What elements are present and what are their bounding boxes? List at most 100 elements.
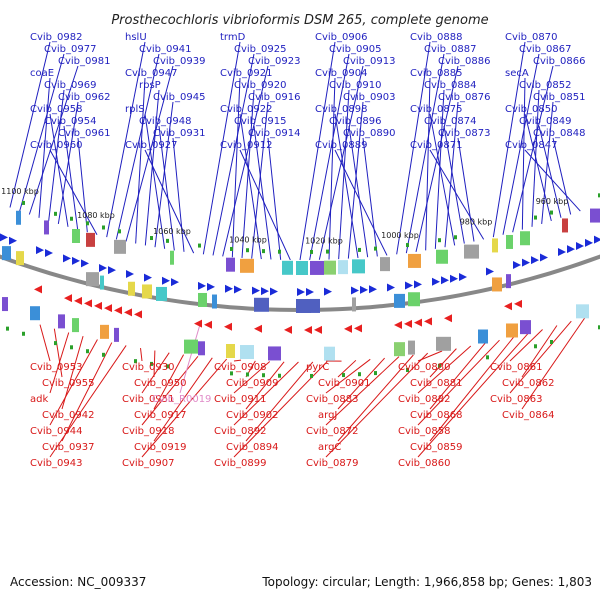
feature-marker [358,372,361,377]
top-gene-label: Cvib_0904 [315,68,367,79]
coordinate-tick-label: 960 kbp [536,197,569,206]
top-leader-line [512,65,554,233]
forward-gene-arrow [450,274,458,283]
feature-marker [550,210,553,215]
feature-marker [150,236,153,241]
forward-gene-arrow [0,233,8,242]
top-leader-line [241,89,255,259]
upper-feature-block [338,260,348,275]
top-leader-line [115,53,160,240]
bottom-gene-label: Cvib_0863 [490,394,542,405]
top-leader-line [299,41,336,261]
top-leader-line [334,113,359,259]
bottom-leader-line [429,336,515,442]
top-leader-line [49,113,69,227]
label-leader-lines [9,41,587,458]
bottom-gene-label: Cvib_0917 [134,410,186,421]
top-gene-label: Cvib_0939 [153,56,205,67]
bottom-gene-label: Cvib_0907 [122,458,174,469]
forward-gene-arrow [171,278,179,287]
forward-gene-arrow [585,238,593,247]
upper-feature-block [380,257,390,272]
upper-feature-block [324,260,336,275]
top-gene-label: Cvib_0962 [58,92,110,103]
reverse-gene-arrow [354,324,362,333]
top-gene-label: Cvib_0925 [234,44,286,55]
top-leader-line [348,125,369,258]
coordinate-tick-label: 1060 kbp [153,227,191,236]
upper-feature-block [44,220,49,235]
top-leader-line [443,125,465,244]
bottom-gene-label: Cvib_0894 [226,442,278,453]
middle-feature-block [198,292,207,307]
forward-gene-arrow [234,285,242,294]
top-gene-label: Cvib_0871 [410,140,462,151]
lower-feature-block [436,336,451,351]
forward-gene-arrow [522,258,530,267]
bottom-gene-label: Cvib_0858 [398,426,450,437]
top-gene-label: Cvib_0931 [153,128,205,139]
bottom-gene-label: Cvib_0864 [502,410,554,421]
reverse-gene-arrow [254,324,262,333]
reverse-gene-arrow [514,299,522,308]
top-leader-line [49,149,98,235]
upper-feature-block [240,258,254,273]
top-leader-line [457,137,475,242]
top-gene-label: Cvib_0961 [58,128,110,139]
lower-feature-block [520,320,531,335]
accession-text: Accession: NC_009337 [10,575,146,589]
lower-feature-block [72,318,79,333]
reverse-gene-arrow [224,322,232,331]
reverse-gene-arrow [94,301,102,310]
bottom-gene-label: Cvib_0918 [122,426,174,437]
lower-feature-block [478,329,488,344]
forward-gene-arrow [414,280,422,289]
upper-feature-block [590,208,600,223]
forward-gene-arrow [387,283,395,292]
top-gene-label: Cvib_0916 [248,92,300,103]
forward-gene-arrow [225,284,233,293]
reverse-gene-arrow [504,302,512,311]
forward-gene-arrow [45,248,53,257]
top-leader-line [172,137,185,252]
reverse-gene-arrow [64,294,72,303]
reverse-gene-arrow [194,319,202,328]
bottom-gene-label: Cvib_0901 [318,378,370,389]
upper-feature-block [296,260,308,275]
top-leader-line [541,101,554,224]
feature-marker [22,331,25,336]
top-gene-label: Cvib_0903 [343,92,395,103]
rna-gene-label: Cvib_R0019 [152,394,211,405]
bottom-gene-label: argJ [318,410,337,421]
feature-marker [278,249,281,254]
top-leader-line [434,89,445,249]
middle-feature-block [394,293,405,308]
bottom-gene-label: Cvib_0943 [30,458,82,469]
upper-feature-block [352,259,365,274]
feature-marker [54,211,57,216]
top-leader-line [328,77,336,260]
bottom-gene-label: Cvib_0909 [226,378,278,389]
top-gene-label: Cvib_0906 [315,32,367,43]
upper-feature-block [226,257,235,272]
bottom-gene-label: pyrC [306,362,329,373]
forward-gene-arrow [252,286,260,295]
middle-feature-block [506,274,511,289]
lower-feature-block [58,314,65,329]
forward-gene-arrow [324,287,332,296]
middle-feature-block [2,246,11,261]
bottom-leader-line [233,361,299,426]
top-gene-label: Cvib_0876 [438,92,490,103]
forward-gene-arrow [99,263,107,272]
forward-gene-arrow [108,266,116,275]
top-gene-label: Cvib_0889 [315,140,367,151]
bottom-gene-label: argC [318,442,341,453]
map-title: Prosthecochloris vibrioformis DSM 265, c… [111,13,488,28]
rna-leader-line [179,324,201,394]
reverse-gene-arrow [344,324,352,333]
middle-feature-block [156,286,167,301]
coordinate-tick-label: 1020 kbp [305,237,343,246]
bottom-gene-label: Cvib_0879 [306,458,358,469]
top-leader-line [405,53,445,254]
top-gene-label: Cvib_0941 [139,44,191,55]
